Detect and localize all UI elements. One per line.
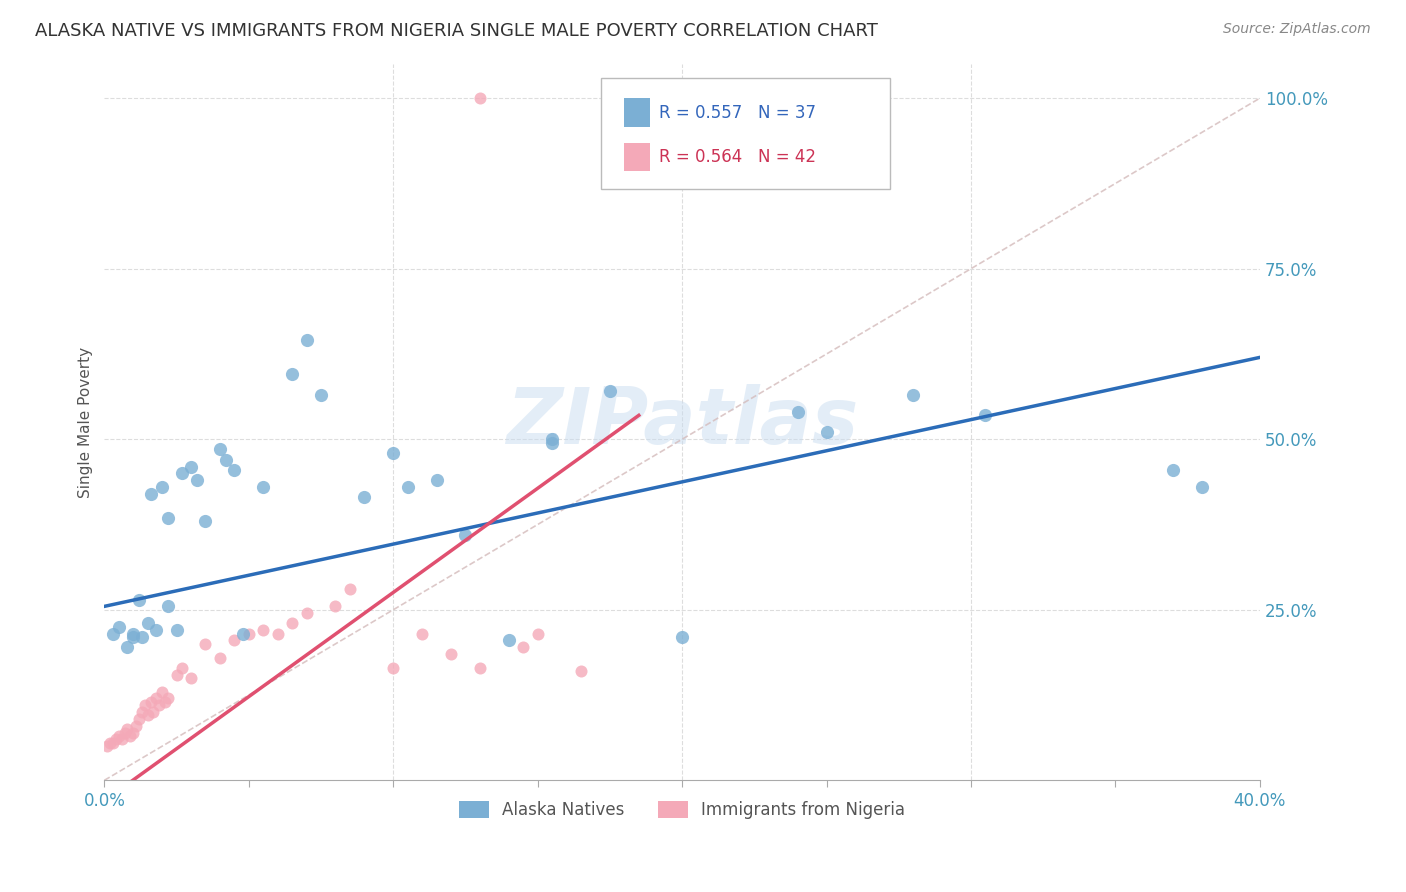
- FancyBboxPatch shape: [602, 78, 890, 189]
- Point: [166, 667, 188, 681]
- Point: [128, 712, 150, 726]
- Point: [295, 606, 318, 620]
- Point: [156, 599, 179, 614]
- Point: [786, 405, 808, 419]
- Point: [339, 582, 361, 597]
- Point: [134, 698, 156, 713]
- Point: [498, 633, 520, 648]
- Point: [145, 691, 167, 706]
- Point: [111, 732, 134, 747]
- Point: [96, 739, 118, 754]
- Text: R = 0.557   N = 37: R = 0.557 N = 37: [659, 103, 815, 122]
- Point: [526, 626, 548, 640]
- Point: [1161, 463, 1184, 477]
- Point: [396, 480, 419, 494]
- Point: [172, 467, 194, 481]
- Point: [426, 473, 449, 487]
- Point: [148, 698, 170, 713]
- Point: [281, 368, 304, 382]
- Point: [382, 661, 405, 675]
- Point: [252, 624, 274, 638]
- Point: [108, 729, 131, 743]
- Point: [136, 708, 159, 723]
- Point: [125, 719, 148, 733]
- Point: [104, 732, 127, 747]
- Point: [541, 435, 564, 450]
- Point: [166, 624, 188, 638]
- Point: [131, 705, 153, 719]
- Point: [101, 626, 124, 640]
- Point: [150, 480, 173, 494]
- Legend: Alaska Natives, Immigrants from Nigeria: Alaska Natives, Immigrants from Nigeria: [453, 794, 912, 826]
- Point: [180, 671, 202, 685]
- Point: [353, 490, 375, 504]
- FancyBboxPatch shape: [624, 143, 650, 171]
- Point: [139, 695, 162, 709]
- Point: [671, 630, 693, 644]
- Point: [512, 640, 534, 655]
- Point: [114, 725, 136, 739]
- Text: R = 0.564   N = 42: R = 0.564 N = 42: [659, 148, 815, 166]
- Point: [224, 633, 246, 648]
- Point: [232, 626, 254, 640]
- Point: [145, 624, 167, 638]
- Point: [295, 334, 318, 348]
- Point: [208, 442, 231, 457]
- Y-axis label: Single Male Poverty: Single Male Poverty: [79, 347, 93, 498]
- Point: [122, 725, 145, 739]
- Point: [122, 630, 145, 644]
- Point: [142, 705, 165, 719]
- Text: ALASKA NATIVE VS IMMIGRANTS FROM NIGERIA SINGLE MALE POVERTY CORRELATION CHART: ALASKA NATIVE VS IMMIGRANTS FROM NIGERIA…: [35, 22, 877, 40]
- Point: [117, 640, 139, 655]
- Point: [128, 592, 150, 607]
- Point: [186, 473, 208, 487]
- Point: [541, 432, 564, 446]
- Point: [194, 514, 217, 528]
- Point: [139, 487, 162, 501]
- Point: [117, 722, 139, 736]
- Point: [309, 388, 332, 402]
- Point: [569, 664, 592, 678]
- Point: [122, 626, 145, 640]
- Point: [252, 480, 274, 494]
- Point: [599, 384, 621, 399]
- Point: [224, 463, 246, 477]
- Point: [815, 425, 838, 440]
- Point: [156, 510, 179, 524]
- Point: [136, 616, 159, 631]
- Point: [153, 695, 176, 709]
- Point: [156, 691, 179, 706]
- Point: [903, 388, 925, 402]
- Point: [411, 626, 433, 640]
- Point: [98, 736, 121, 750]
- Text: ZIPatlas: ZIPatlas: [506, 384, 858, 460]
- FancyBboxPatch shape: [624, 98, 650, 127]
- Point: [150, 684, 173, 698]
- Point: [1191, 480, 1213, 494]
- Point: [120, 729, 142, 743]
- Point: [974, 409, 997, 423]
- Point: [468, 91, 491, 105]
- Text: Source: ZipAtlas.com: Source: ZipAtlas.com: [1223, 22, 1371, 37]
- Point: [215, 452, 238, 467]
- Point: [454, 527, 477, 541]
- Point: [440, 647, 463, 661]
- Point: [194, 637, 217, 651]
- Point: [131, 630, 153, 644]
- Point: [101, 736, 124, 750]
- Point: [281, 616, 304, 631]
- Point: [208, 650, 231, 665]
- Point: [468, 661, 491, 675]
- Point: [325, 599, 347, 614]
- Point: [180, 459, 202, 474]
- Point: [238, 626, 260, 640]
- Point: [108, 620, 131, 634]
- Point: [172, 661, 194, 675]
- Point: [267, 626, 290, 640]
- Point: [382, 446, 405, 460]
